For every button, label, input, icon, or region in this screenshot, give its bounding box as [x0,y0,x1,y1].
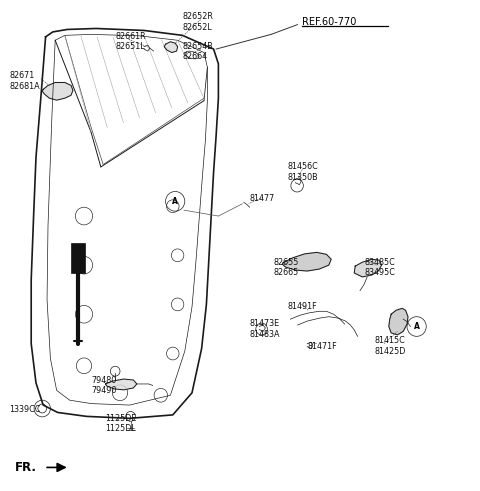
Text: 81471F: 81471F [307,342,337,351]
Text: A: A [172,197,178,206]
Text: 1125DE
1125DL: 1125DE 1125DL [106,413,137,433]
Polygon shape [164,42,178,53]
Text: 82661R
82651L: 82661R 82651L [115,32,146,52]
Text: 81456C
81350B: 81456C 81350B [288,162,319,182]
Text: 1339CC: 1339CC [10,406,41,414]
Polygon shape [354,259,382,277]
Polygon shape [106,379,137,390]
Text: FR.: FR. [14,461,36,474]
Text: 83485C
83495C: 83485C 83495C [365,258,396,277]
Text: 79480
79490: 79480 79490 [91,376,117,395]
Text: 81491F: 81491F [288,302,318,311]
Text: REF.60-770: REF.60-770 [302,17,357,27]
Polygon shape [42,82,73,100]
Text: A: A [414,322,420,331]
Text: 81415C
81425D: 81415C 81425D [374,336,406,356]
Text: 82655
82665: 82655 82665 [274,258,299,277]
FancyBboxPatch shape [71,243,85,273]
Text: 81477: 81477 [250,194,275,203]
Text: 82654B
82664: 82654B 82664 [182,42,213,61]
Polygon shape [282,252,331,271]
Polygon shape [389,308,408,335]
Text: 82652R
82652L: 82652R 82652L [182,12,213,32]
Text: 82671
82681A: 82671 82681A [10,71,40,91]
Text: 81473E
81483A: 81473E 81483A [250,319,280,339]
